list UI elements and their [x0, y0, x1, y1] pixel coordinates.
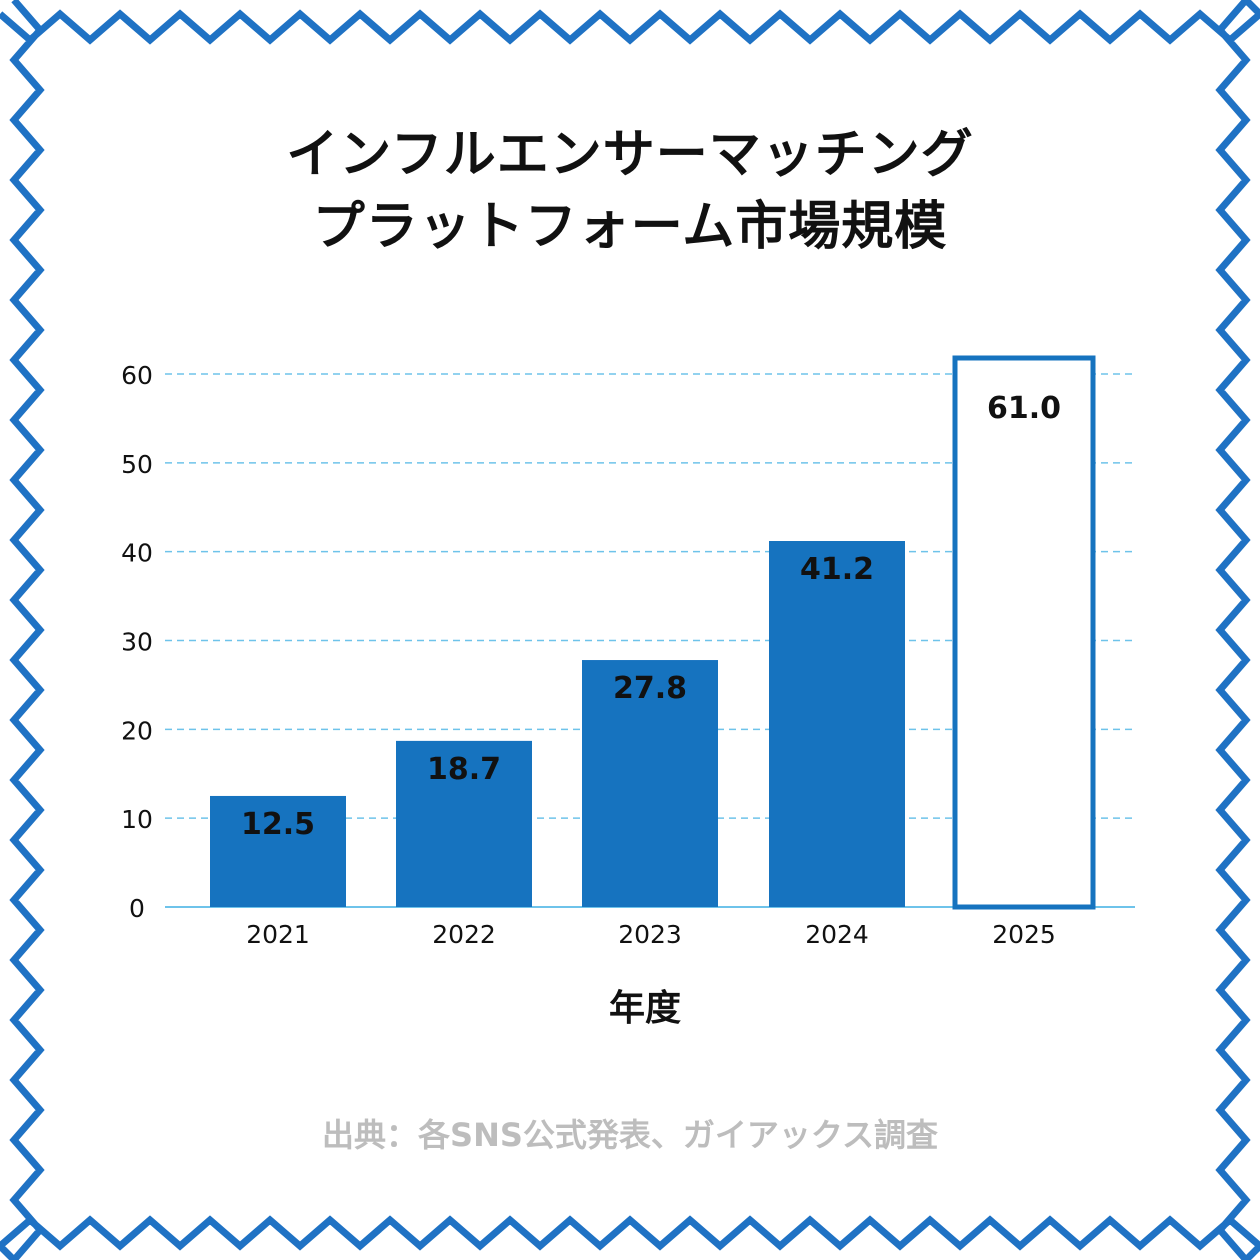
bar-2025-outline	[952, 355, 1096, 910]
data-label-2022: 18.7	[427, 752, 501, 787]
x-tick-label-2025: 2025	[992, 920, 1056, 949]
data-label-2021: 12.5	[241, 807, 315, 842]
x-tick-label-2024: 2024	[805, 920, 869, 949]
y-tick-label: 40	[121, 539, 153, 568]
bar-2022	[396, 740, 532, 907]
bar-2023	[582, 660, 718, 907]
y-tick-label: 10	[121, 805, 153, 834]
x-tick-label-2021: 2021	[246, 920, 310, 949]
x-tick-label-2023: 2023	[618, 920, 682, 949]
x-tick-label-2022: 2022	[432, 920, 496, 949]
bar-2021	[210, 795, 346, 907]
bar-2024	[769, 541, 905, 907]
y-tick-label: 20	[121, 716, 153, 745]
y-tick-label: 60	[121, 361, 153, 390]
chart-title-line-1: インフルエンサーマッチング	[286, 125, 974, 185]
data-label-2025: 61.0	[987, 391, 1061, 426]
y-tick-label: 30	[121, 628, 153, 657]
y-tick-label: 50	[121, 450, 153, 479]
data-label-2024: 41.2	[800, 552, 874, 587]
x-axis-label: 年度	[609, 988, 681, 1029]
data-label-2023: 27.8	[613, 671, 687, 706]
y-tick-label: 0	[129, 894, 145, 923]
source-note: 出典：各SNS公式発表、ガイアックス調査	[322, 1116, 938, 1154]
chart-title-line-2: プラットフォーム市場規模	[312, 197, 948, 257]
